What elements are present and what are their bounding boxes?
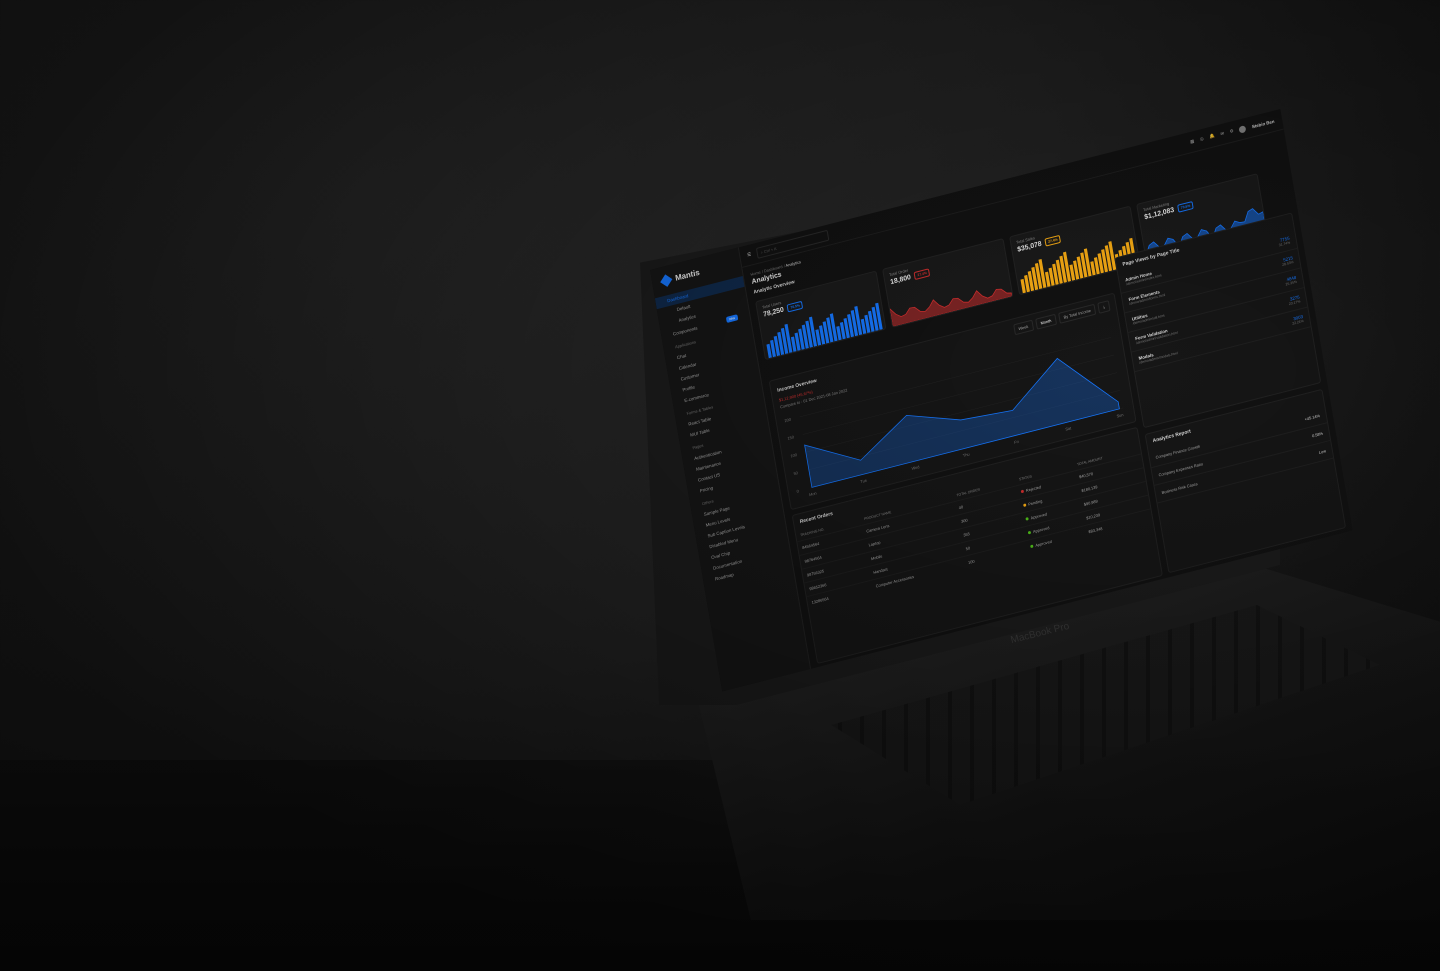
x-tick-label: Sat xyxy=(1065,425,1072,432)
table-cell-text: 355 xyxy=(962,531,971,538)
table-cell-text: 98764564 xyxy=(804,554,823,564)
table-cell-text: Approved xyxy=(1034,538,1053,548)
stat-card-badge: 27.4% xyxy=(1044,234,1062,247)
brand-name: Mantis xyxy=(674,267,701,283)
status-dot-icon xyxy=(1027,530,1032,535)
settings-gear-icon[interactable]: ⚙ xyxy=(1229,128,1235,135)
report-value: +45.14% xyxy=(1304,412,1321,422)
y-tick-label: 100 xyxy=(790,452,798,459)
page-view-info: Utilities/demo/admin/util.html xyxy=(1132,309,1165,326)
stat-card-badge: 27.4% xyxy=(913,268,931,280)
page-view-stats: 3275 23.17% xyxy=(1288,294,1301,306)
sidebar-item-label: Roadmap xyxy=(714,571,735,582)
status-dot-icon xyxy=(1020,489,1025,494)
table-cell-text: $90,989 xyxy=(1083,498,1099,507)
status-dot-icon xyxy=(1030,544,1034,549)
stat-card-badge: 70.5% xyxy=(786,300,804,313)
page-view-stats: 7755 31.74% xyxy=(1278,236,1291,248)
table-cell-text: Mobile xyxy=(870,553,883,562)
report-value: Low xyxy=(1318,448,1327,455)
x-tick-label: Thu xyxy=(962,451,969,458)
user-avatar[interactable] xyxy=(1238,124,1247,134)
menu-toggle-icon[interactable]: ☰ xyxy=(746,251,752,258)
report-label: Business Risk Cases xyxy=(1161,481,1198,496)
notification-bell-icon[interactable]: 🔔 xyxy=(1208,132,1216,140)
table-cell-text: 50 xyxy=(965,545,971,552)
table-cell-text: 300 xyxy=(960,517,968,524)
table-cell-text: Rejected xyxy=(1025,484,1042,493)
sidebar-item-label: Pages xyxy=(692,442,704,451)
table-cell-text: 98756325 xyxy=(806,568,825,578)
message-icon[interactable]: ✉ xyxy=(1220,130,1225,137)
sidebar-item-label: Pricing xyxy=(699,485,714,494)
page-view-stats: 4848 25.35% xyxy=(1284,275,1297,287)
main-content: ☰ ⌕ Ctrl + K ▦ ◎ 🔔 ✉ ⚙ Stebin Ben Home / xyxy=(737,108,1353,669)
y-tick-label: 50 xyxy=(793,470,799,476)
user-name[interactable]: Stebin Ben xyxy=(1251,118,1275,129)
x-tick-label: Tue xyxy=(860,477,868,484)
page-view-info: Modals/demo/admin/modals.html xyxy=(1138,346,1178,365)
sparkline-area xyxy=(889,288,1013,327)
table-cell-text: Approved xyxy=(1030,511,1048,521)
table-cell-text: $10,239 xyxy=(1085,512,1101,521)
y-tick-label: 150 xyxy=(787,434,795,441)
x-tick-label: Fri xyxy=(1014,439,1019,445)
sidebar-item-label: Default xyxy=(676,303,691,313)
dashboard-screen: Mantis Dashboard Default Analytics Componen… xyxy=(650,108,1353,692)
x-tick-label: Wed xyxy=(911,464,920,471)
table-cell-text: Pending xyxy=(1027,498,1043,507)
language-icon[interactable]: ◎ xyxy=(1199,135,1205,142)
table-cell-text: $40,570 xyxy=(1078,470,1094,480)
table-cell-text: 13286564 xyxy=(811,595,830,606)
mega-menu-icon[interactable]: ▦ xyxy=(1189,138,1195,145)
table-cell-text: Handset xyxy=(872,566,889,575)
sidebar-item-label: Profile xyxy=(682,384,696,393)
x-tick-label: Mon xyxy=(809,490,817,497)
status-dot-icon xyxy=(1023,503,1027,507)
y-tick-label: 200 xyxy=(784,416,792,423)
sidebar-item-label: Chat xyxy=(676,352,687,361)
table-cell-text: 40 xyxy=(958,504,964,511)
table-cell-text: Camera Lens xyxy=(865,523,890,534)
page-view-stats: 5215 28.53% xyxy=(1281,255,1294,267)
mantis-logo-icon xyxy=(660,274,673,287)
y-tick-label: 0 xyxy=(796,488,800,494)
table-cell-text: $180,139 xyxy=(1081,484,1098,494)
table-cell-text: $83,348 xyxy=(1088,525,1103,535)
stat-card-badge: 70.5% xyxy=(1177,200,1194,213)
sidebar-item-label: Others xyxy=(701,498,714,507)
x-tick-label: Sun xyxy=(1116,412,1124,419)
report-value: 0.58% xyxy=(1311,430,1324,439)
table-cell-text: 100 xyxy=(967,558,975,566)
status-dot-icon xyxy=(1025,517,1029,521)
new-badge: new xyxy=(725,314,739,324)
search-placeholder: Ctrl + K xyxy=(763,245,778,254)
table-cell-text: 84564564 xyxy=(801,540,820,551)
page-view-stats: 3003 22.21% xyxy=(1291,314,1304,326)
table-cell-text: Laptop xyxy=(868,539,881,548)
table-cell-text: 98652366 xyxy=(808,582,827,592)
table-cell-text: Approved xyxy=(1032,525,1050,535)
